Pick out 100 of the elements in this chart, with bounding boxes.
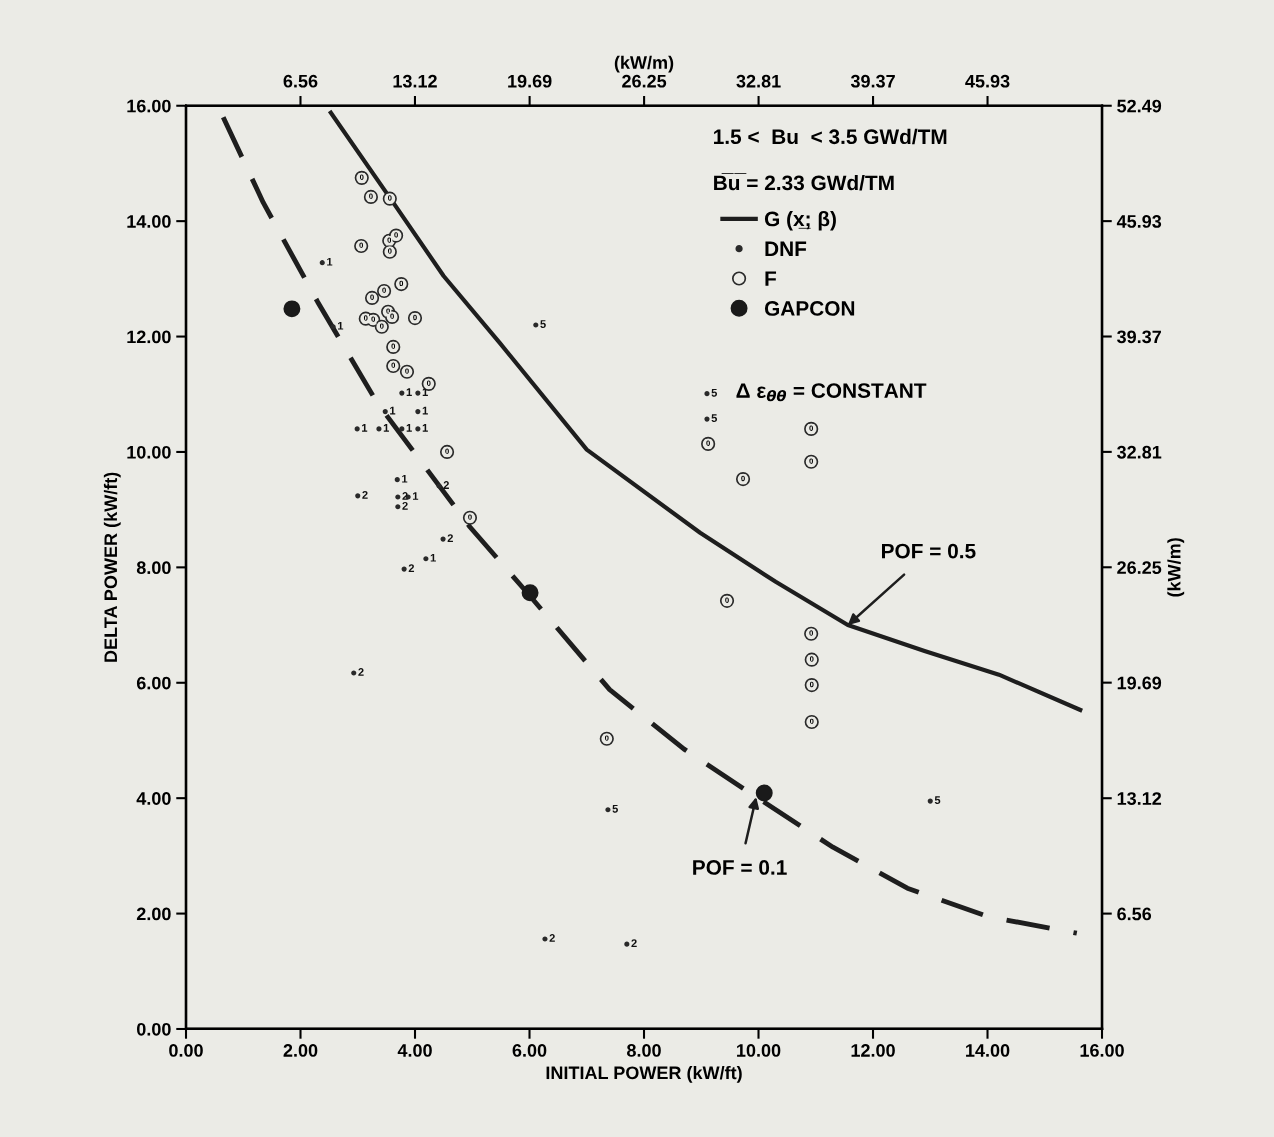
- x2-tick-label: 13.12: [393, 74, 437, 88]
- y2-tick-label: 26.25: [1117, 561, 1162, 574]
- annotation: 1: [327, 257, 333, 266]
- legend-label: GAPCON: [764, 301, 855, 316]
- x-tick-label: 0.00: [169, 1044, 203, 1057]
- point: [395, 504, 401, 510]
- point: [542, 936, 548, 942]
- annotation: 5: [540, 320, 546, 328]
- annotation: B̅u̅ = 2.33 GWd/TM: [714, 173, 894, 191]
- y-tick-label: 0.00: [137, 1022, 171, 1036]
- x-tick-label: 8.00: [627, 1044, 661, 1057]
- point: [927, 798, 933, 804]
- x2-tick-label: 45.93: [965, 74, 1010, 88]
- annotation: POF = 0.5: [882, 543, 976, 559]
- point: [376, 426, 382, 432]
- y-tick-label: 10.00: [127, 445, 171, 459]
- y-tick-label: 4.00: [136, 792, 171, 805]
- y-axis-title: DELTA POWER (kW/ft): [103, 472, 121, 662]
- x-tick-label: 2.00: [283, 1044, 318, 1057]
- annotation: 1: [406, 388, 412, 396]
- y2-tick-label: 6.56: [1117, 907, 1152, 921]
- legend-label: F: [765, 271, 777, 286]
- annotation: 1: [338, 321, 344, 330]
- x-tick-label: 14.00: [966, 1044, 1010, 1057]
- annotation: 2: [549, 934, 555, 942]
- annotation: 1: [362, 424, 368, 432]
- y2-tick-label: 52.49: [1117, 99, 1162, 113]
- line-series: [220, 114, 1080, 936]
- x2-axis-title: (kW/m): [614, 55, 674, 73]
- annotation: 1: [402, 474, 408, 483]
- annotation: 2: [443, 481, 449, 489]
- x-axis-title: INITIAL POWER (kW/ft): [546, 1065, 742, 1083]
- point: [755, 784, 773, 802]
- x-tick-label: 6.00: [512, 1044, 547, 1057]
- y-tick-label: 6.00: [136, 676, 171, 690]
- annotation: POF = 0.1: [693, 860, 787, 875]
- x-tick-label: 4.00: [397, 1044, 432, 1057]
- point: [319, 260, 325, 266]
- point: [394, 477, 400, 483]
- x-tick-label: 16.00: [1080, 1044, 1124, 1057]
- annotation: 2: [402, 492, 408, 500]
- x-tick-label: 10.00: [737, 1044, 781, 1057]
- annotation: 1: [390, 406, 396, 415]
- x2-tick-label: 39.37: [850, 74, 895, 88]
- annotation: 1: [422, 424, 428, 432]
- annotation: 2: [402, 501, 408, 510]
- y2-tick-label: 13.12: [1117, 792, 1162, 805]
- point: [399, 426, 405, 432]
- point: [386, 358, 401, 374]
- y-tick-label: 8.00: [136, 561, 171, 575]
- point: [415, 390, 421, 396]
- point: [605, 807, 611, 813]
- point: [624, 941, 630, 947]
- y2-tick-label: 39.37: [1117, 330, 1161, 344]
- x2-tick-label: 26.25: [622, 74, 667, 88]
- point: [401, 566, 407, 572]
- line-series: [328, 110, 1083, 712]
- annotation: 5: [711, 414, 718, 423]
- point: [399, 390, 405, 396]
- point: [351, 670, 357, 676]
- x2-tick-label: 6.56: [283, 74, 318, 88]
- y2-tick-label: 32.81: [1117, 445, 1162, 459]
- point: [330, 324, 336, 330]
- point: [436, 483, 442, 489]
- point: [283, 300, 301, 318]
- point: [415, 408, 421, 415]
- annotation: 2: [631, 939, 637, 948]
- legend-label: DNF: [765, 241, 807, 256]
- x2-tick-label: 32.81: [736, 74, 781, 88]
- point: [386, 339, 401, 355]
- point: [704, 391, 710, 397]
- annotation: 1: [383, 424, 389, 432]
- point: [354, 426, 360, 432]
- y-tick-label: 2.00: [136, 907, 171, 921]
- x2-tick-label: 19.69: [508, 74, 552, 88]
- annotation: 2: [358, 668, 364, 676]
- annotation: 2: [408, 564, 415, 572]
- point: [521, 584, 539, 602]
- point: [394, 276, 409, 292]
- point: [382, 408, 388, 415]
- y2-tick-label: 19.69: [1117, 676, 1162, 690]
- y2-tick-label: 45.93: [1116, 215, 1162, 228]
- y-tick-label: 12.00: [127, 330, 171, 344]
- annotation: 5: [711, 388, 718, 397]
- annotation: 1: [430, 553, 436, 562]
- point: [415, 426, 421, 432]
- annotation: Δ ε$_{θθ}$ = CONSTANT: [736, 383, 927, 402]
- point: [355, 493, 361, 499]
- annotation: 2: [447, 534, 453, 542]
- annotation: 1: [413, 492, 419, 500]
- annotation: 1: [406, 424, 412, 432]
- point: [533, 322, 539, 328]
- y2-axis-title: (kW/m): [1167, 538, 1185, 597]
- annotation: 1: [422, 406, 428, 415]
- point: [395, 494, 401, 500]
- point: [423, 556, 429, 562]
- point: [704, 416, 710, 422]
- point: [440, 536, 446, 542]
- annotation: 1.5 < Bu < 3.5 GWd/TM: [714, 128, 947, 145]
- annotation: 1: [422, 388, 428, 396]
